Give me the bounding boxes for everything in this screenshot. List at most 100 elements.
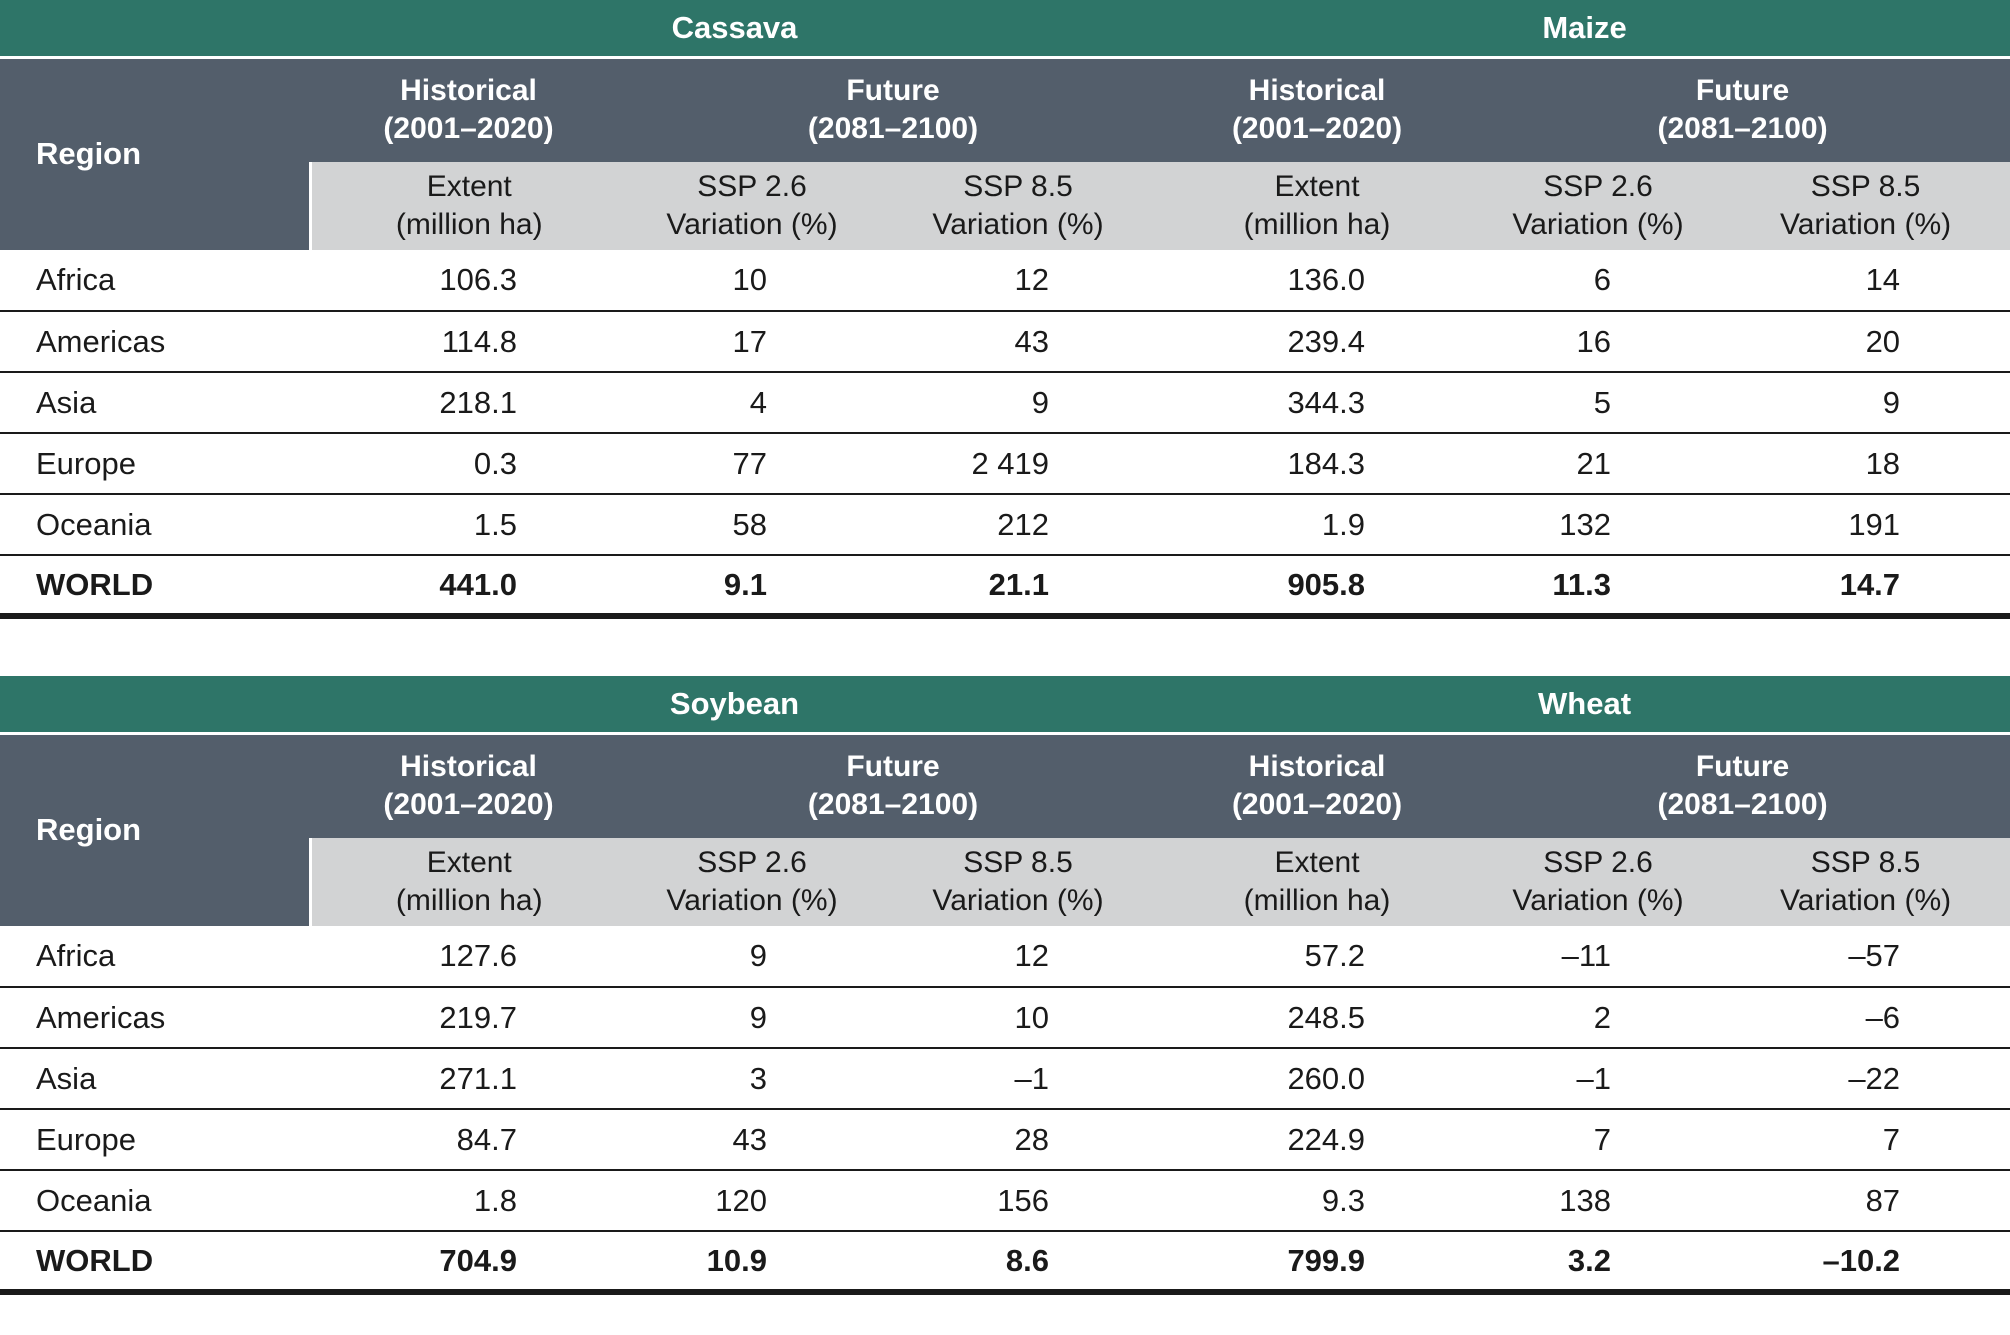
extent-header: Extent (million ha) — [308, 162, 627, 250]
value-cell: 7 — [1475, 1108, 1722, 1170]
value-cell: 9 — [627, 926, 877, 987]
value-cell: 57.2 — [1159, 926, 1476, 987]
value-cell: 9.3 — [1159, 1169, 1476, 1231]
region-cell: Europe — [0, 432, 310, 494]
ssp85-label: SSP 8.5 — [963, 170, 1073, 203]
value-cell: 11.3 — [1475, 554, 1722, 616]
extent-header: Extent (million ha) — [308, 838, 627, 926]
ssp26-header: SSP 2.6 Variation (%) — [1475, 838, 1722, 926]
historical-label: Historical — [400, 74, 537, 108]
value-cell: 799.9 — [1159, 1230, 1476, 1292]
value-cell: 16 — [1475, 310, 1722, 372]
region-cell: Oceania — [0, 493, 310, 555]
value-cell: 132 — [1475, 493, 1722, 555]
region-cell: Africa — [0, 926, 310, 987]
future-label: Future — [846, 74, 940, 108]
value-cell: 271.1 — [310, 1047, 627, 1109]
ssp85-header: SSP 8.5 Variation (%) — [1721, 838, 2010, 926]
table-row-africa: Africa 106.3 10 12 136.0 6 14 — [0, 250, 2010, 311]
value-cell: 4 — [627, 371, 877, 433]
table-row-world: WORLD 441.0 9.1 21.1 905.8 11.3 14.7 — [0, 554, 2010, 616]
ssp85-header: SSP 8.5 Variation (%) — [877, 838, 1160, 926]
ssp85-unit: Variation (%) — [932, 208, 1104, 241]
ssp26-unit: Variation (%) — [666, 884, 838, 917]
ssp26-unit: Variation (%) — [1512, 884, 1684, 917]
ssp85-label: SSP 8.5 — [1810, 170, 1921, 203]
value-cell: 10 — [877, 986, 1160, 1048]
region-column-header: Region — [0, 733, 310, 926]
table-row-asia: Asia 271.1 3 –1 260.0 –1 –22 — [0, 1047, 2010, 1109]
corner-cell — [0, 0, 310, 59]
region-column-header: Region — [0, 57, 310, 250]
historical-header: Historical (2001–2020) — [310, 57, 627, 162]
value-cell: –22 — [1721, 1047, 2010, 1109]
extent-header: Extent (million ha) — [1159, 162, 1476, 250]
table-row-oceania: Oceania 1.8 120 156 9.3 138 87 — [0, 1169, 2010, 1231]
crop-title-maize: Maize — [1159, 0, 2010, 59]
value-cell: 191 — [1721, 493, 2010, 555]
value-cell: 10 — [627, 250, 877, 311]
measure-header-row: Extent (million ha) SSP 2.6 Variation (%… — [0, 162, 2010, 250]
historical-header: Historical (2001–2020) — [310, 733, 627, 838]
ssp85-label: SSP 8.5 — [1810, 846, 1921, 879]
value-cell: 212 — [877, 493, 1160, 555]
ssp26-label: SSP 2.6 — [1543, 170, 1653, 203]
period-header-row: Region Historical (2001–2020) Future (20… — [0, 57, 2010, 250]
future-period: (2081–2100) — [1657, 112, 1828, 146]
value-cell: 5 — [1475, 371, 1722, 433]
value-cell: 43 — [627, 1108, 877, 1170]
ssp26-unit: Variation (%) — [666, 208, 838, 241]
region-cell: Africa — [0, 250, 310, 311]
value-cell: 58 — [627, 493, 877, 555]
value-cell: 184.3 — [1159, 432, 1476, 494]
historical-label: Historical — [400, 750, 537, 784]
historical-label: Historical — [1248, 750, 1386, 784]
region-cell: WORLD — [0, 554, 310, 616]
region-cell: Europe — [0, 1108, 310, 1170]
historical-period: (2001–2020) — [1231, 112, 1403, 146]
table-row-americas: Americas 219.7 9 10 248.5 2 –6 — [0, 986, 2010, 1048]
value-cell: –6 — [1721, 986, 2010, 1048]
value-cell: –10.2 — [1721, 1230, 2010, 1292]
extent-unit: (million ha) — [1243, 884, 1391, 917]
ssp26-unit: Variation (%) — [1512, 208, 1684, 241]
value-cell: 9 — [1721, 371, 2010, 433]
value-cell: 704.9 — [310, 1230, 627, 1292]
ssp85-unit: Variation (%) — [1779, 884, 1952, 917]
extent-label: Extent — [1274, 846, 1360, 879]
table-gap — [0, 619, 2010, 676]
region-cell: Asia — [0, 1047, 310, 1109]
historical-period: (2001–2020) — [383, 788, 554, 822]
value-cell: 17 — [627, 310, 877, 372]
value-cell: 14.7 — [1721, 554, 2010, 616]
value-cell: 1.9 — [1159, 493, 1476, 555]
future-label: Future — [1695, 74, 1790, 108]
cassava-maize-table: Cassava Maize Region Historical (2001–20… — [0, 0, 2010, 619]
value-cell: 248.5 — [1159, 986, 1476, 1048]
value-cell: 156 — [877, 1169, 1160, 1231]
value-cell: 344.3 — [1159, 371, 1476, 433]
historical-period: (2001–2020) — [383, 112, 554, 146]
extent-label: Extent — [1274, 170, 1360, 203]
value-cell: –11 — [1475, 926, 1722, 987]
historical-header: Historical (2001–2020) — [1159, 57, 1476, 162]
region-cell: Americas — [0, 310, 310, 372]
future-header: Future (2081–2100) — [627, 733, 1160, 838]
table-row-asia: Asia 218.1 4 9 344.3 5 9 — [0, 371, 2010, 433]
future-label: Future — [1695, 750, 1790, 784]
value-cell: 0.3 — [310, 432, 627, 494]
ssp26-label: SSP 2.6 — [697, 170, 807, 203]
table-row-world: WORLD 704.9 10.9 8.6 799.9 3.2 –10.2 — [0, 1230, 2010, 1292]
value-cell: 239.4 — [1159, 310, 1476, 372]
extent-unit: (million ha) — [395, 208, 543, 241]
crop-title-wheat: Wheat — [1159, 676, 2010, 735]
value-cell: 441.0 — [310, 554, 627, 616]
value-cell: 3.2 — [1475, 1230, 1722, 1292]
crop-title-row: Soybean Wheat — [0, 676, 2010, 735]
page: Cassava Maize Region Historical (2001–20… — [0, 0, 2010, 1295]
value-cell: 43 — [877, 310, 1160, 372]
value-cell: 3 — [627, 1047, 877, 1109]
value-cell: 7 — [1721, 1108, 2010, 1170]
value-cell: –1 — [877, 1047, 1160, 1109]
value-cell: 1.5 — [310, 493, 627, 555]
